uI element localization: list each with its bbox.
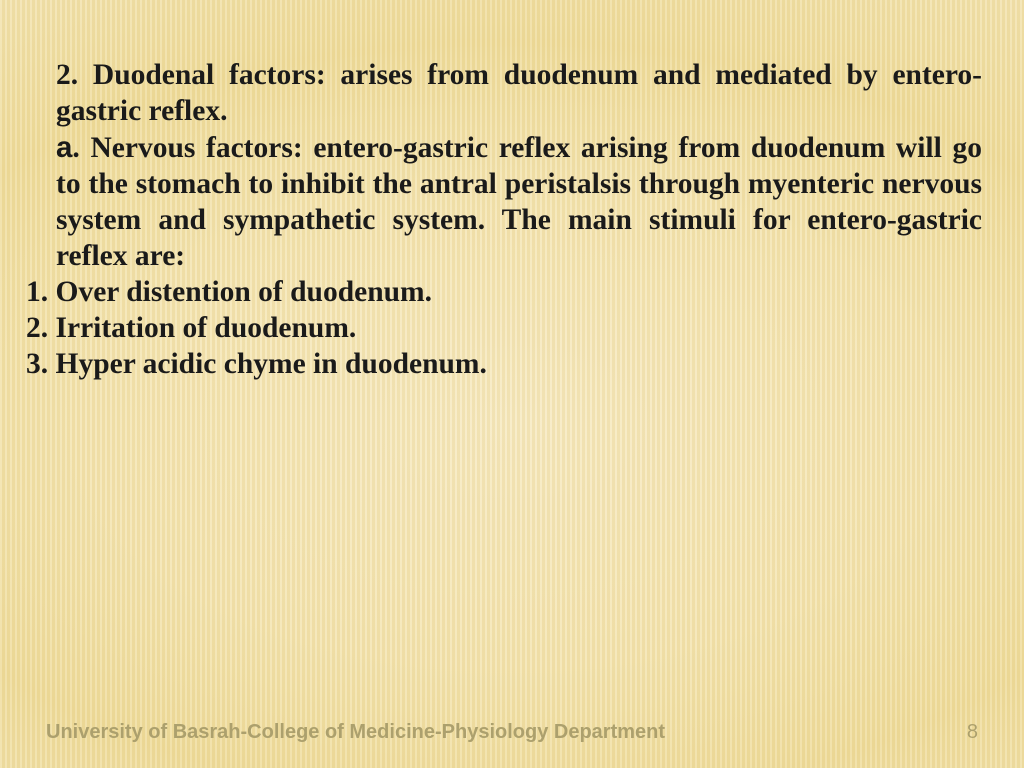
slide: 2. Duodenal factors: arises from duodenu… bbox=[0, 0, 1024, 768]
section-heading: 2. Duodenal factors: arises from duodenu… bbox=[56, 58, 982, 130]
slide-footer: University of Basrah-College of Medicine… bbox=[0, 721, 1024, 744]
page-number: 8 bbox=[967, 721, 978, 744]
subsection-paragraph: a. Nervous factors: entero-gastric refle… bbox=[56, 130, 982, 275]
list-item: 3. Hyper acidic chyme in duodenum. bbox=[26, 347, 982, 383]
list-item: 1. Over distention of duodenum. bbox=[26, 275, 982, 311]
subsection-letter: a bbox=[56, 131, 72, 164]
footer-text: University of Basrah-College of Medicine… bbox=[46, 721, 665, 744]
subsection-text: . Nervous factors: entero-gastric reflex… bbox=[56, 132, 982, 272]
stimuli-list: 1. Over distention of duodenum. 2. Irrit… bbox=[26, 275, 982, 383]
list-item: 2. Irritation of duodenum. bbox=[26, 311, 982, 347]
